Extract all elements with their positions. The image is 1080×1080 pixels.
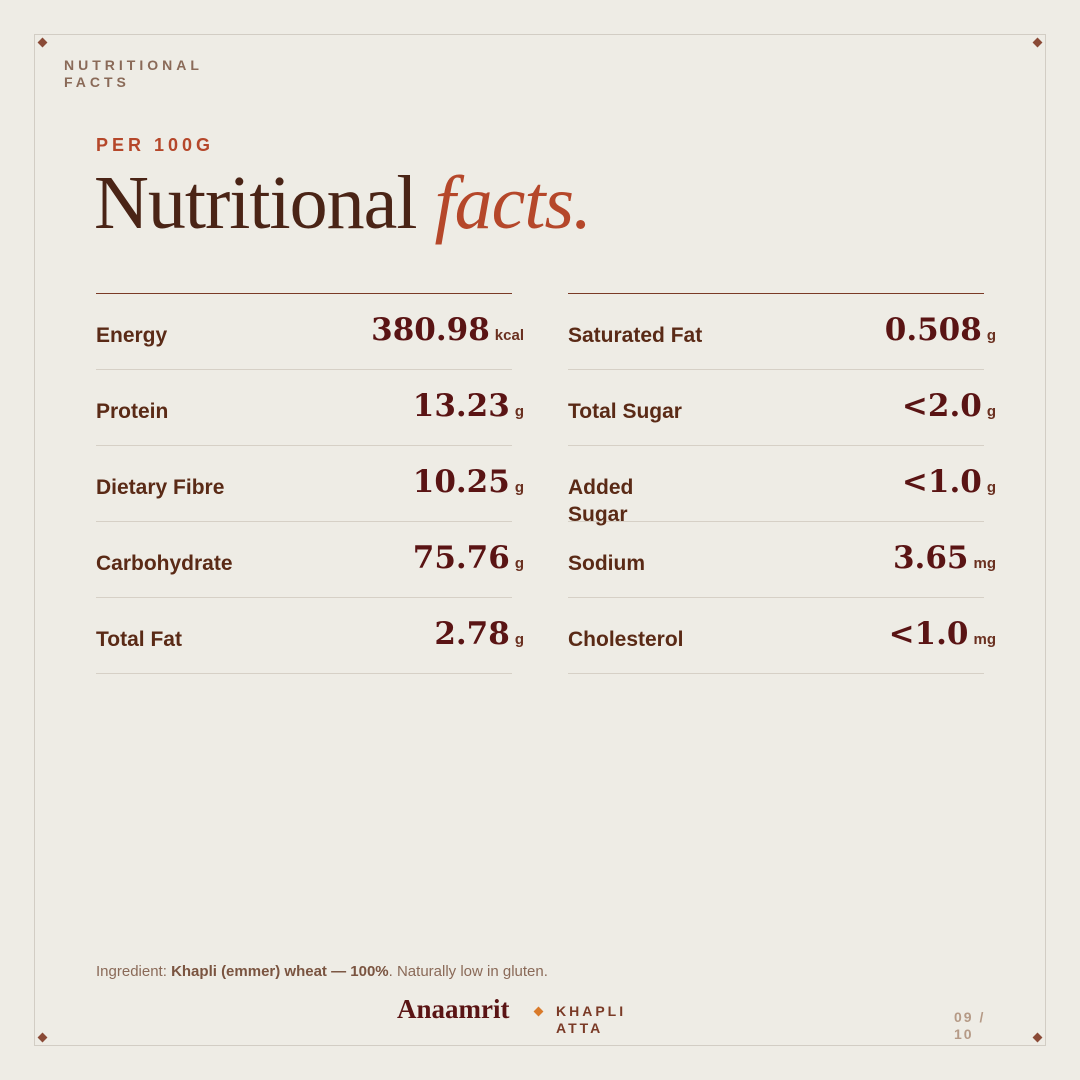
nutrient-row: Protein 13.23 g	[96, 370, 524, 446]
title-main: Nutritional	[94, 161, 418, 245]
page-number: 09 / 10	[954, 1009, 986, 1042]
nutrient-column: Saturated Fat 0.508 g Total Sugar <2.0 g Added…	[568, 293, 996, 674]
nutrient-row: Energy 380.98 kcal	[96, 294, 524, 370]
nutrient-amount: 0.508 g	[885, 312, 996, 348]
ingredient-name: Khapli (emmer) wheat — 100%	[171, 963, 389, 980]
nutrient-value: 3.65	[892, 540, 969, 576]
nutrient-value: <1.0	[901, 464, 982, 500]
nutrient-unit: g	[514, 555, 524, 572]
nutrient-value: 10.25	[412, 464, 510, 500]
nutrient-amount: 3.65 mg	[893, 540, 996, 576]
title: Nutritional facts.	[94, 160, 593, 247]
nutrient-unit: g	[514, 479, 524, 496]
nutrient-amount: 13.23 g	[413, 388, 524, 424]
nutrient-row: Saturated Fat 0.508 g	[568, 294, 996, 370]
nutrient-label: Added Sugar	[568, 476, 634, 526]
nutrient-unit: mg	[973, 555, 997, 572]
brand: Anaamrit	[397, 994, 510, 1024]
nutrient-column: Energy 380.98 kcal Protein 13.23 g Dietary Fib…	[96, 293, 524, 674]
nutrient-row: Total Fat 2.78 g	[96, 598, 524, 674]
nutrient-amount: 2.78 g	[434, 616, 524, 652]
nutrient-value: <2.0	[901, 388, 982, 424]
ingredient-suffix: . Naturally low in gluten.	[388, 963, 548, 980]
nutrient-value: 0.508	[884, 312, 982, 348]
nutrient-row: Added Sugar <1.0 g	[568, 446, 996, 526]
nutrient-value: 380.98	[371, 312, 490, 348]
nutrient-label: Sodium	[568, 552, 645, 575]
nutrient-value: 75.76	[412, 540, 510, 576]
nutrient-row: Dietary Fibre 10.25 g	[96, 446, 524, 522]
nutrient-unit: g	[986, 327, 996, 344]
nutrient-label: Total Sugar	[568, 400, 682, 423]
nutrient-label: Saturated Fat	[568, 324, 703, 347]
nutrient-amount: <1.0 mg	[889, 616, 996, 652]
nutrient-row: Sodium 3.65 mg	[568, 522, 996, 598]
nutrient-amount: <2.0 g	[902, 388, 996, 424]
nutrient-value: <1.0	[888, 616, 969, 652]
nutrient-unit: g	[986, 479, 996, 496]
nutrient-row: Cholesterol <1.0 mg	[568, 598, 996, 674]
eyebrow: PER 100G	[96, 135, 215, 155]
ingredient-note: Ingredient: Khapli (emmer) wheat — 100%.…	[96, 963, 548, 980]
nutrient-label: Total Fat	[96, 628, 182, 651]
nutrient-label: Energy	[96, 324, 168, 347]
nutrient-unit: mg	[973, 631, 997, 648]
nutrient-amount: 75.76 g	[413, 540, 524, 576]
nutrient-row: Carbohydrate 75.76 g	[96, 522, 524, 598]
nutrient-row: Total Sugar <2.0 g	[568, 370, 996, 446]
nutrient-label: Cholesterol	[568, 628, 684, 651]
ingredient-prefix: Ingredient:	[96, 963, 167, 980]
nutrient-amount: 380.98 kcal	[371, 312, 524, 348]
nutrient-label: Dietary Fibre	[96, 476, 225, 499]
nutrient-label: Carbohydrate	[96, 552, 233, 575]
product-name: KHAPLI ATTA	[556, 1003, 627, 1036]
nutrient-amount: <1.0 g	[902, 464, 996, 500]
frame	[34, 34, 1046, 1046]
nutrient-value: 13.23	[412, 388, 510, 424]
header-label: NUTRITIONAL FACTS	[64, 57, 203, 90]
nutrient-value: 2.78	[434, 616, 510, 652]
title-accent: facts.	[434, 161, 593, 245]
nutrient-unit: g	[514, 631, 524, 648]
nutrient-label: Protein	[96, 400, 169, 423]
nutrient-amount: 10.25 g	[413, 464, 524, 500]
nutrient-unit: g	[514, 403, 524, 420]
nutrient-unit: kcal	[494, 327, 524, 344]
nutrient-unit: g	[986, 403, 996, 420]
